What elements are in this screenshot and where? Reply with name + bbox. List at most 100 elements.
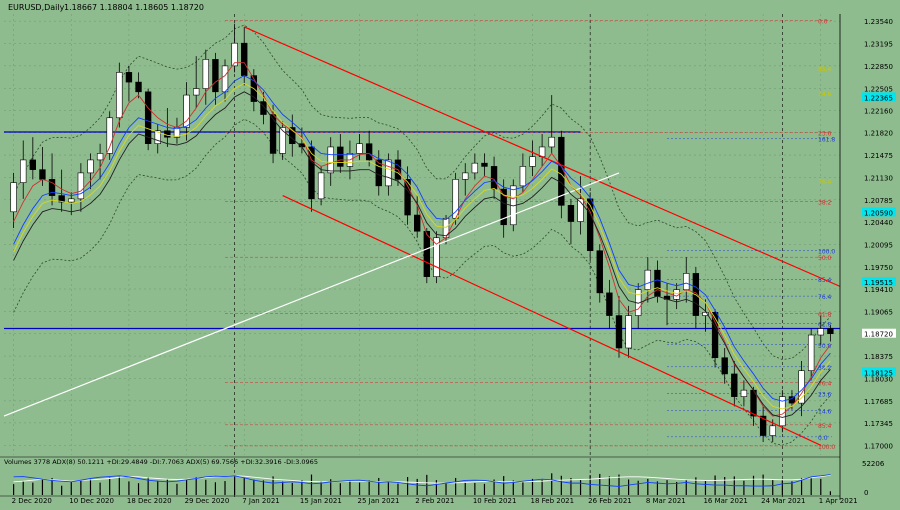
candle-bull <box>471 162 479 174</box>
price-tick-label: 1.22850 <box>864 63 893 71</box>
candle-bear <box>144 91 152 145</box>
candle-bull <box>529 156 536 167</box>
price-tick-label: 1.17685 <box>864 398 893 406</box>
fib-label-red: 0.0 <box>818 18 828 25</box>
fib-label-yellow: 14.6 <box>818 91 832 98</box>
date-label: 15 Jan 2021 <box>300 497 342 505</box>
candle-bull <box>87 159 94 174</box>
candle-bull <box>548 136 555 148</box>
candle-bear <box>490 166 498 190</box>
candle-bear <box>481 162 488 167</box>
price-box-label: 1.20590 <box>864 209 893 217</box>
candle-bear <box>212 59 219 93</box>
date-label: 26 Feb 2021 <box>588 497 632 505</box>
candle-bull <box>519 166 527 187</box>
candle-bear <box>269 114 277 154</box>
candle-bull <box>702 312 709 316</box>
channel-upper <box>243 26 841 287</box>
price-box <box>862 367 896 377</box>
candle-bear <box>567 205 575 222</box>
price-tick-label: 1.20785 <box>864 197 893 205</box>
candle-bear <box>404 179 411 216</box>
candle-bull <box>20 159 27 183</box>
date-label: 16 Mar 2021 <box>703 497 747 505</box>
price-tick-label: 1.23195 <box>864 41 893 49</box>
candle-bear <box>654 269 661 297</box>
upper-envelope <box>13 24 831 360</box>
candle-bear <box>596 250 603 294</box>
date-label: 24 Mar 2021 <box>761 497 805 505</box>
candle-bull <box>231 42 238 67</box>
candle-bear <box>500 188 507 226</box>
price-tick-label: 1.22505 <box>864 85 893 93</box>
candle-bull <box>279 127 286 154</box>
fib-label-blue: 161.8 <box>818 137 835 144</box>
fib-label-red: 61.8 <box>818 311 832 318</box>
di-line <box>13 474 831 487</box>
price-box <box>862 207 896 217</box>
fib-label-red: 23.6 <box>818 130 832 137</box>
fib-label-blue: 38.2 <box>818 365 832 372</box>
price-tick-label: 1.22160 <box>864 108 893 116</box>
candle-bull <box>356 143 363 154</box>
candle-bear <box>414 214 421 232</box>
trendline-white <box>3 172 620 417</box>
candle-bull <box>625 315 632 349</box>
candle-bull <box>221 65 229 93</box>
ma-yellow <box>13 82 831 410</box>
price-tick-label: 1.19750 <box>864 264 893 272</box>
candle-bear <box>164 130 171 138</box>
candle-bear <box>260 101 267 115</box>
price-tick-label: 1.17000 <box>864 442 893 450</box>
candle-bull <box>385 159 392 187</box>
fib-label-red: 38.2 <box>818 199 832 206</box>
candle-bear <box>615 315 623 349</box>
fib-label-yellow: 76.4 <box>818 179 832 186</box>
candle-bear <box>308 146 315 200</box>
price-tick-label: 1.21820 <box>864 130 893 138</box>
candle-bear <box>337 146 344 167</box>
fib-label-red: 85.4 <box>818 423 832 430</box>
fib-label-blue: 14.6 <box>818 408 832 415</box>
candle-bear <box>721 357 728 375</box>
price-box <box>862 277 896 287</box>
candle-bull <box>817 328 824 336</box>
candle-bear <box>58 195 65 203</box>
candle-bull <box>327 146 334 174</box>
price-box-label: 1.19515 <box>864 279 893 287</box>
adx-line <box>13 474 831 484</box>
candle-bull <box>183 94 190 128</box>
date-label: 7 Jan 2021 <box>242 497 280 505</box>
fib-label-blue: 61.8 <box>818 321 832 328</box>
price-tick-label: 1.19065 <box>864 308 893 316</box>
candle-bull <box>154 130 161 145</box>
date-label: 10 Dec 2020 <box>69 497 114 505</box>
indicator-scale-min: 0 <box>864 489 868 497</box>
candle-bear <box>788 396 796 404</box>
date-label: 18 Dec 2020 <box>127 497 172 505</box>
candle-bear <box>48 179 56 196</box>
candle-bear <box>29 159 37 170</box>
volume-label: Volumes 3778 ADX(8) 50.1211 +DI:29.4849 … <box>4 458 318 466</box>
candle-bull <box>807 334 815 371</box>
symbol-label: EURUSD,Daily <box>8 3 65 12</box>
candle-bull <box>779 396 786 427</box>
candle-bull <box>193 88 200 96</box>
price-box-label: 1.18125 <box>864 369 893 377</box>
candle-bull <box>769 425 776 436</box>
candle-bear <box>39 169 46 180</box>
candle-bear <box>731 373 738 397</box>
candle-bull <box>433 237 440 277</box>
ma-black <box>13 91 831 418</box>
candle-bull <box>644 269 651 290</box>
candle-bull <box>106 117 113 154</box>
indicator-scale-max: 52206 <box>862 460 885 468</box>
date-label: 1 Apr 2021 <box>819 497 858 505</box>
fib-label-blue: 0.0 <box>818 435 828 442</box>
candle-bull <box>577 198 584 222</box>
fib-label-blue: 76.4 <box>818 294 832 301</box>
candle-bear <box>759 415 767 436</box>
fib-label-yellow: 85.4 <box>818 66 832 73</box>
candle-bear <box>423 230 430 277</box>
